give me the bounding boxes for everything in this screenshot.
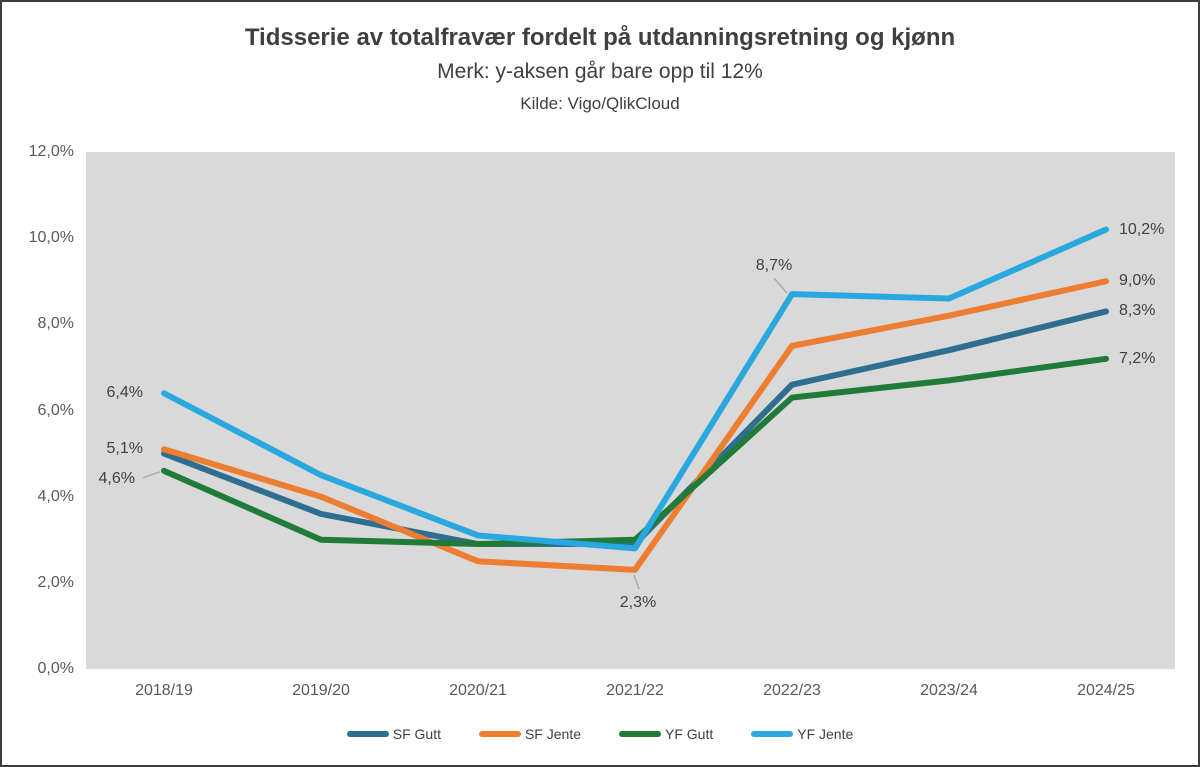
legend-item-sf-gutt: SF Gutt — [346, 726, 441, 742]
leader-line-sf-jente-3 — [633, 574, 640, 590]
y-tick-12: 12,0% — [28, 143, 74, 160]
series-line-sf-gutt — [161, 308, 1109, 548]
x-tick-2022-23: 2022/23 — [763, 682, 821, 699]
series-line-yf-gutt — [161, 355, 1109, 548]
y-tick-4: 4,0% — [37, 487, 74, 505]
chart-title: Tidsserie av totalfravær fordelt på utda… — [244, 24, 956, 51]
y-tick-6: 6,0% — [37, 401, 74, 419]
x-tick-2023-24: 2023/24 — [920, 682, 978, 699]
legend-label-sf-jente: SF Jente — [524, 726, 581, 742]
x-tick-2020-21: 2020/21 — [449, 682, 507, 699]
data-label-yf-jente-0: 6,4% — [106, 384, 143, 402]
data-label-sf-jente-6: 9,0% — [1119, 272, 1156, 290]
x-tick-2018-19: 2018/19 — [135, 682, 193, 699]
x-tick-2024-25: 2024/25 — [1077, 682, 1135, 699]
series-line-yf-jente — [161, 226, 1109, 552]
leader-line-yf-jente-4 — [773, 277, 788, 294]
legend-item-yf-gutt: YF Gutt — [619, 726, 713, 742]
leader-line-yf-gutt-0 — [142, 471, 161, 479]
data-label-yf-jente-6: 10,2% — [1119, 220, 1165, 238]
data-label-yf-gutt-6: 7,2% — [1119, 349, 1156, 367]
series-line-sf-jente — [161, 278, 1109, 573]
y-tick-2: 2,0% — [37, 573, 74, 591]
legend-swatch-sf-jente — [478, 731, 521, 737]
legend-label-yf-jente: YF Jente — [797, 726, 854, 742]
chart-subtitle: Merk: y-aksen går bare opp til 12% — [437, 60, 763, 83]
y-tick-10: 10,0% — [28, 229, 74, 247]
data-label-sf-jente-0: 5,1% — [106, 440, 143, 458]
legend-label-yf-gutt: YF Gutt — [665, 726, 714, 742]
x-tick-2019-20: 2019/20 — [292, 682, 350, 699]
y-tick-8: 8,0% — [37, 315, 74, 333]
data-label-yf-jente-4: 8,7% — [755, 257, 793, 275]
x-tick-2021-22: 2021/22 — [606, 682, 664, 699]
legend-label-sf-gutt: SF Gutt — [392, 726, 441, 742]
y-tick-0: 0,0% — [37, 660, 74, 677]
legend: SF Gutt SF Jente YF Gutt YF Jente — [2, 726, 1198, 742]
chart-source-note: Kilde: Vigo/QlikCloud — [520, 94, 680, 113]
data-label-sf-gutt-6: 8,3% — [1119, 302, 1156, 320]
legend-swatch-sf-gutt — [346, 731, 389, 737]
data-label-yf-gutt-0: 4,6% — [98, 469, 135, 487]
legend-swatch-yf-jente — [751, 731, 794, 737]
legend-item-sf-jente: SF Jente — [478, 726, 581, 742]
legend-item-yf-jente: YF Jente — [751, 726, 853, 742]
data-label-sf-jente-3: 2,3% — [619, 593, 657, 611]
legend-swatch-yf-gutt — [619, 731, 661, 737]
plot-area — [86, 152, 1175, 669]
